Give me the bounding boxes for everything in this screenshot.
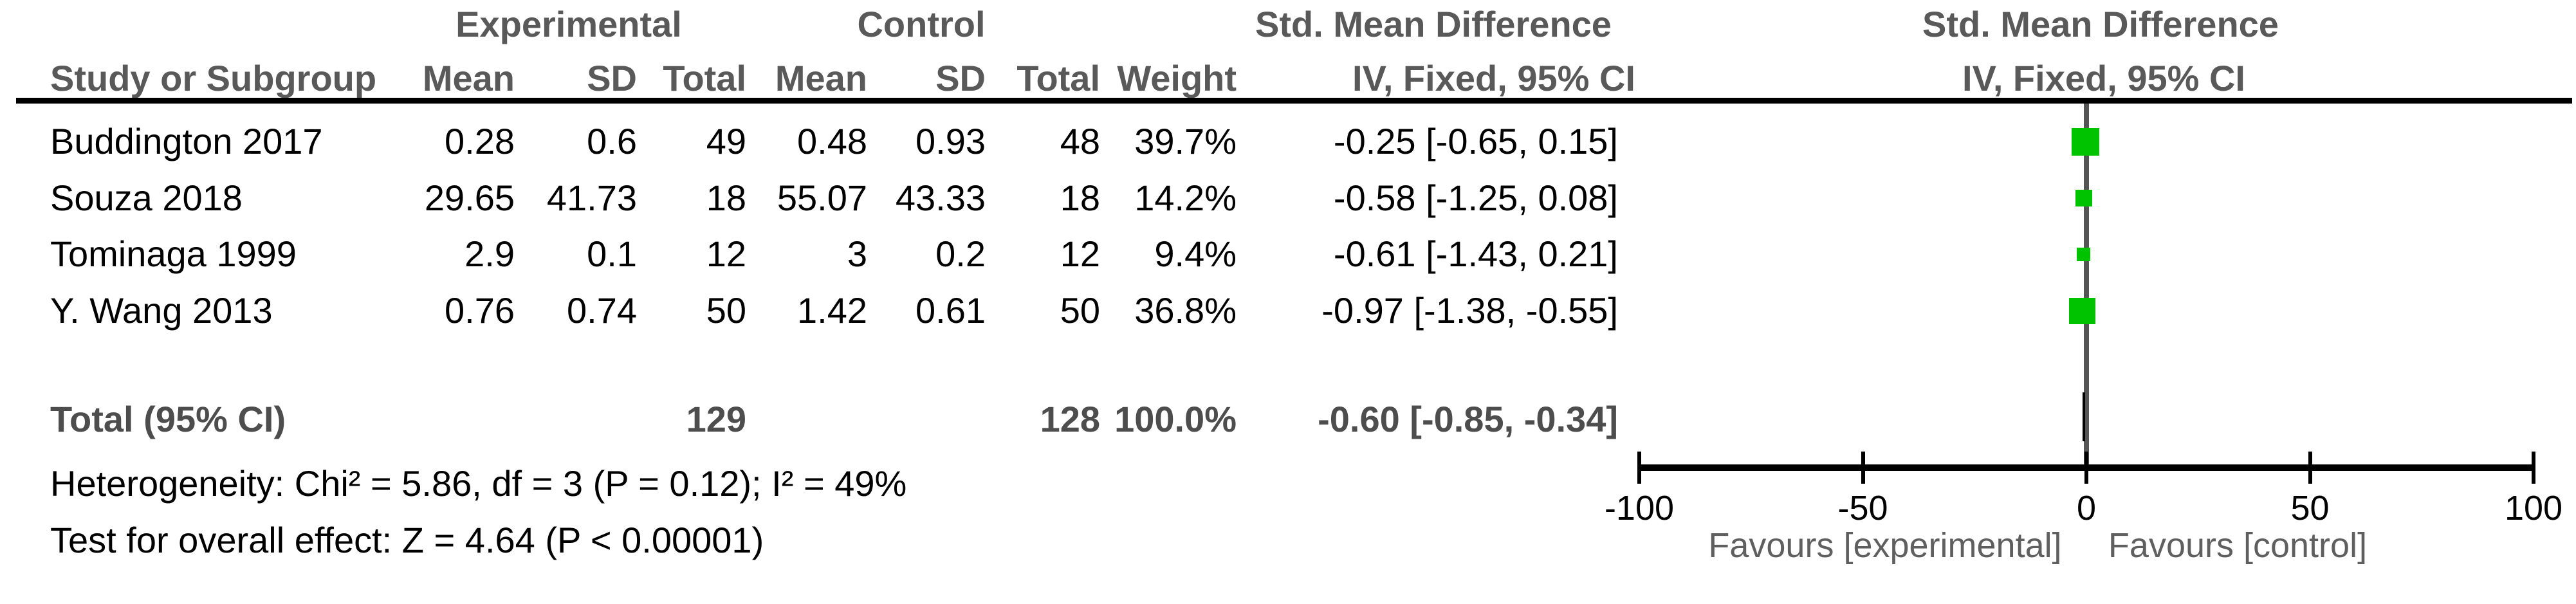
col-group-smd-plot: Std. Mean Difference bbox=[1922, 4, 2279, 44]
axis-tick bbox=[1637, 452, 1641, 484]
weight-value: 36.8% bbox=[1134, 290, 1237, 331]
total-diamond bbox=[2082, 392, 2085, 441]
col-group-control: Control bbox=[857, 4, 986, 44]
sd-ctl-value: 0.93 bbox=[915, 121, 986, 161]
axis-tick-label: 50 bbox=[2290, 489, 2330, 527]
heterogeneity-note: Heterogeneity: Chi² = 5.86, df = 3 (P = … bbox=[50, 463, 907, 504]
col-header-study: Study or Subgroup bbox=[50, 58, 377, 98]
weight-value: 9.4% bbox=[1154, 233, 1237, 274]
total-label: Total (95% CI) bbox=[50, 399, 286, 439]
col-group-experimental: Experimental bbox=[455, 4, 682, 44]
mean-exp-value: 0.76 bbox=[445, 290, 515, 331]
col-group-smd-text: Std. Mean Difference bbox=[1255, 4, 1612, 44]
favours-right-label: Favours [control] bbox=[2108, 526, 2368, 565]
col-header-mean-exp: Mean bbox=[422, 58, 515, 98]
axis-tick-label: 100 bbox=[2504, 489, 2563, 527]
axis-tick-label: 0 bbox=[2076, 489, 2097, 527]
total-ctl-value: 50 bbox=[1060, 290, 1100, 331]
effect-square bbox=[2075, 190, 2092, 206]
sd-exp-value: 0.6 bbox=[587, 121, 637, 161]
overall-effect-note: Test for overall effect: Z = 4.64 (P < 0… bbox=[50, 520, 764, 560]
col-header-iv-text: IV, Fixed, 95% CI bbox=[1352, 58, 1635, 98]
mean-ctl-value: 1.42 bbox=[797, 290, 867, 331]
col-header-iv-plot: IV, Fixed, 95% CI bbox=[1962, 58, 2245, 98]
ci-text-value: -0.25 [-0.65, 0.15] bbox=[1333, 121, 1618, 161]
mean-ctl-value: 3 bbox=[847, 233, 867, 274]
total-weight: 100.0% bbox=[1114, 399, 1237, 439]
total-ctl-value: 12 bbox=[1060, 233, 1100, 274]
axis-tick-label: -100 bbox=[1604, 489, 1675, 527]
mean-exp-value: 29.65 bbox=[424, 178, 515, 218]
total-ctl-value: 48 bbox=[1060, 121, 1100, 161]
sd-ctl-value: 0.2 bbox=[935, 233, 986, 274]
sd-ctl-value: 43.33 bbox=[895, 178, 986, 218]
col-header-mean-ctl: Mean bbox=[775, 58, 867, 98]
study-name: Y. Wang 2013 bbox=[50, 290, 273, 331]
ci-text-value: -0.61 [-1.43, 0.21] bbox=[1333, 233, 1618, 274]
study-name: Tominaga 1999 bbox=[50, 233, 297, 274]
sd-exp-value: 41.73 bbox=[546, 178, 637, 218]
col-header-total-exp: Total bbox=[663, 58, 746, 98]
weight-value: 14.2% bbox=[1134, 178, 1237, 218]
total-exp-value: 50 bbox=[706, 290, 746, 331]
col-header-sd-exp: SD bbox=[587, 58, 637, 98]
axis-tick bbox=[2308, 452, 2312, 484]
total-ctl-value: 18 bbox=[1060, 178, 1100, 218]
study-name: Buddington 2017 bbox=[50, 121, 323, 161]
study-name: Souza 2018 bbox=[50, 178, 243, 218]
sd-exp-value: 0.74 bbox=[567, 290, 637, 331]
favours-left-label: Favours [experimental] bbox=[1708, 526, 2062, 565]
ci-text-value: -0.58 [-1.25, 0.08] bbox=[1333, 178, 1618, 218]
total-exp-sum: 129 bbox=[686, 399, 746, 439]
col-header-weight: Weight bbox=[1117, 58, 1237, 98]
effect-square bbox=[2068, 297, 2095, 324]
mean-exp-value: 0.28 bbox=[445, 121, 515, 161]
ci-text-value: -0.97 [-1.38, -0.55] bbox=[1321, 290, 1618, 331]
weight-value: 39.7% bbox=[1134, 121, 1237, 161]
axis-tick bbox=[2532, 452, 2535, 484]
total-exp-value: 12 bbox=[706, 233, 746, 274]
effect-square bbox=[2077, 247, 2091, 261]
mean-exp-value: 2.9 bbox=[465, 233, 515, 274]
total-exp-value: 49 bbox=[706, 121, 746, 161]
col-header-sd-ctl: SD bbox=[935, 58, 986, 98]
axis-tick bbox=[2084, 452, 2088, 484]
total-ctl-sum: 128 bbox=[1040, 399, 1100, 439]
header-rule bbox=[16, 98, 2572, 104]
axis-tick bbox=[1861, 452, 1865, 484]
sd-ctl-value: 0.61 bbox=[915, 290, 986, 331]
zero-line bbox=[2084, 104, 2089, 464]
mean-ctl-value: 0.48 bbox=[797, 121, 867, 161]
mean-ctl-value: 55.07 bbox=[777, 178, 867, 218]
total-ci-text: -0.60 [-0.85, -0.34] bbox=[1318, 399, 1618, 439]
axis-tick-label: -50 bbox=[1837, 489, 1888, 527]
effect-square bbox=[2071, 127, 2099, 156]
total-exp-value: 18 bbox=[706, 178, 746, 218]
col-header-total-ctl: Total bbox=[1017, 58, 1100, 98]
sd-exp-value: 0.1 bbox=[587, 233, 637, 274]
